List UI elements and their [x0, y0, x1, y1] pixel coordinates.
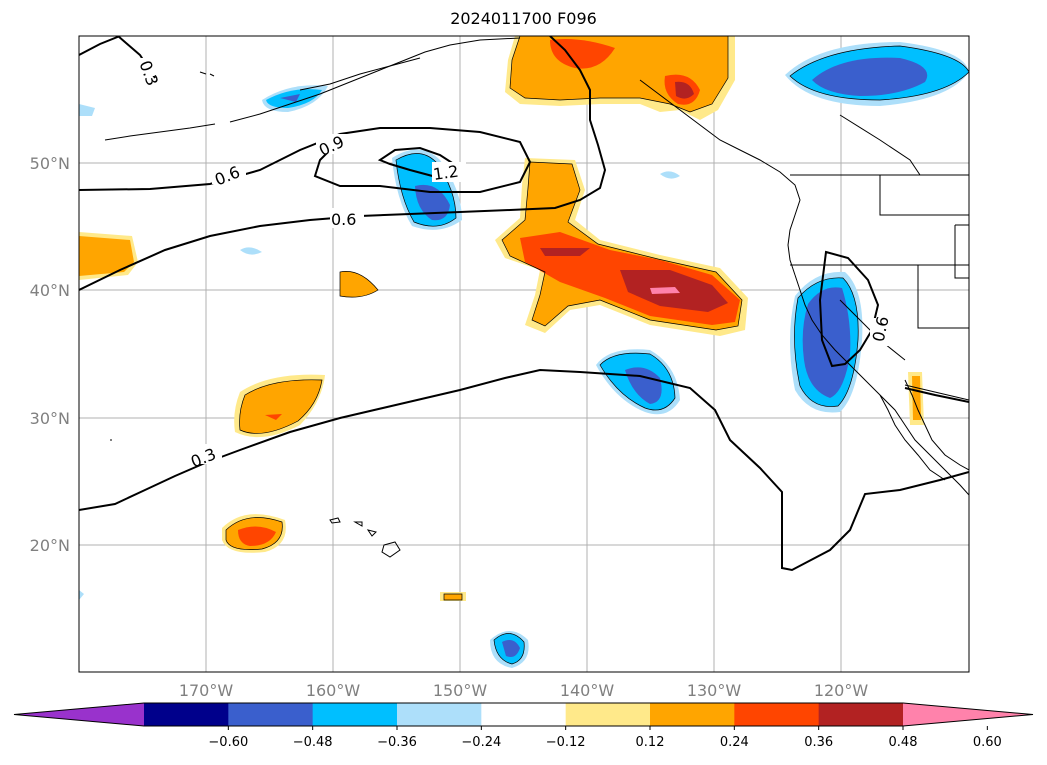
positive-anomaly-shading: [79, 36, 924, 601]
longitude-labels: 170°W 160°W 150°W 140°W 130°W 120°W: [179, 681, 869, 700]
colorbar-tick-label: −0.60: [208, 735, 248, 750]
colorbar-tick-label: 0.48: [889, 735, 918, 750]
latitude-labels: 50°N 40°N 30°N 20°N: [30, 154, 70, 555]
colorbar: −0.60 −0.48 −0.36 −0.24 −0.12 0.12 0.24 0.36 0.4…: [13, 702, 1034, 750]
colorbar-bin: [144, 703, 229, 726]
map-frame: [78, 35, 970, 673]
lon-label-130w: 130°W: [687, 681, 742, 700]
colorbar-tick-label: 0.24: [720, 735, 749, 750]
map-area: 0.3 0.6 0.9 1.2 0.6 0.3 0.6: [79, 36, 969, 672]
contour-labels: 0.3 0.6 0.9 1.2 0.6 0.3 0.6: [135, 58, 894, 471]
lon-label-120w: 120°W: [814, 681, 869, 700]
contour-label-0-6-center: 0.6: [331, 210, 356, 229]
gridlines: [79, 36, 969, 672]
colorbar-outline: [13, 702, 1034, 727]
colorbar-bin: [228, 703, 314, 726]
colorbar-bin: [565, 703, 651, 726]
contour-label-1-2: 1.2: [432, 162, 460, 184]
colorbar-tick-label: 0.36: [804, 735, 833, 750]
colorbar-tick-label: −0.24: [461, 735, 501, 750]
colorbar-bin: [818, 703, 904, 726]
colorbar-tick-label: 0.12: [636, 735, 665, 750]
colorbar-extend-low: [14, 703, 144, 726]
contour-label-0-6-east: 0.6: [869, 315, 893, 344]
colorbar-tick-label: −0.12: [546, 735, 586, 750]
lat-label-50n: 50°N: [30, 154, 70, 173]
colorbar-extend-high: [903, 703, 1033, 726]
colorbar-bin: [397, 703, 482, 726]
contour-label-bg: [135, 58, 161, 76]
lon-label-150w: 150°W: [433, 681, 488, 700]
colorbar-bin: [312, 703, 398, 726]
lat-label-40n: 40°N: [30, 281, 70, 300]
colorbar-bin: [734, 703, 820, 726]
lon-label-140w: 140°W: [560, 681, 615, 700]
lon-label-160w: 160°W: [306, 681, 361, 700]
colorbar-bin: [481, 703, 567, 726]
map-title: 2024011700 F096: [450, 9, 597, 28]
lon-label-170w: 170°W: [179, 681, 234, 700]
lat-label-30n: 30°N: [30, 409, 70, 428]
lat-label-20n: 20°N: [30, 536, 70, 555]
coastlines: [104, 37, 969, 558]
colorbar-bin: [650, 703, 735, 726]
shading-outlines: [225, 36, 969, 665]
colorbar-tick-label: −0.48: [293, 735, 333, 750]
colorbar-tick-label: −0.36: [377, 735, 417, 750]
colorbar-tick-label: 0.60: [973, 735, 1002, 750]
